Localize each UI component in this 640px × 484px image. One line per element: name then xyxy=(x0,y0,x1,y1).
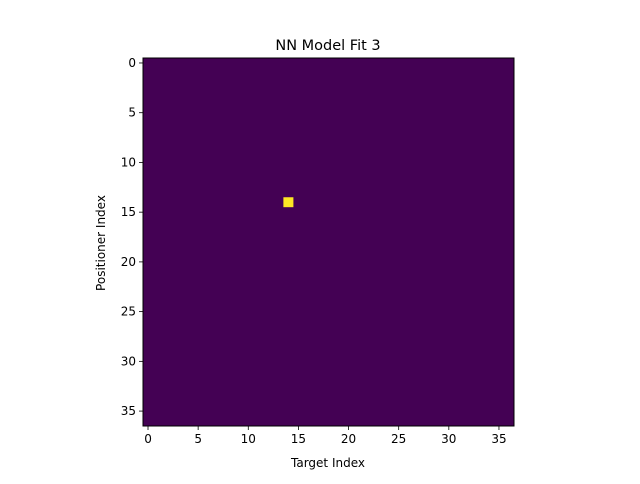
y-tick-label-30: 30 xyxy=(121,354,136,368)
y-tick-label-20: 20 xyxy=(121,255,136,269)
heatmap-cell-hot-0 xyxy=(283,197,294,208)
x-axis-label: Target Index xyxy=(290,456,365,470)
x-tick-label-15: 15 xyxy=(291,432,306,446)
x-axis: 0 5 10 15 20 25 30 35 xyxy=(144,426,507,446)
y-tick-label-35: 35 xyxy=(121,404,136,418)
heatmap-background xyxy=(143,58,514,426)
chart-title: NN Model Fit 3 xyxy=(275,38,380,54)
y-axis-label: Positioner Index xyxy=(94,195,108,291)
x-tick-label-10: 10 xyxy=(241,432,256,446)
plot-frame xyxy=(142,57,515,427)
x-tick-label-20: 20 xyxy=(341,432,356,446)
y-axis: 0 5 10 15 20 25 30 35 xyxy=(121,56,143,418)
x-tick-label-0: 0 xyxy=(144,432,152,446)
y-tick-label-0: 0 xyxy=(128,56,136,70)
y-tick-label-15: 15 xyxy=(121,205,136,219)
x-tick-label-5: 5 xyxy=(194,432,202,446)
plot-area xyxy=(142,57,515,427)
x-tick-label-30: 30 xyxy=(441,432,456,446)
y-tick-label-25: 25 xyxy=(121,305,136,319)
x-tick-label-25: 25 xyxy=(391,432,406,446)
y-tick-label-5: 5 xyxy=(128,106,136,120)
x-tick-label-35: 35 xyxy=(491,432,506,446)
y-tick-label-10: 10 xyxy=(121,155,136,169)
